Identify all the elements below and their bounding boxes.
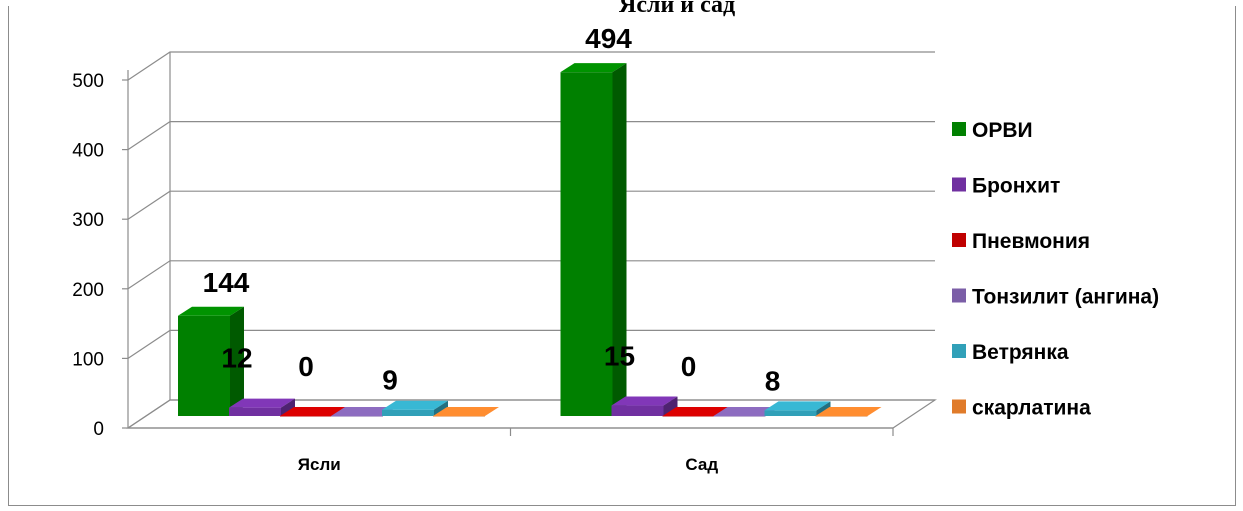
bar-0-1 bbox=[229, 398, 295, 416]
bar-top bbox=[662, 407, 729, 416]
legend-swatch bbox=[952, 122, 966, 136]
bar-1-3 bbox=[713, 407, 780, 417]
legend-swatch bbox=[952, 288, 966, 303]
legend-item: Бронхит bbox=[952, 175, 1060, 198]
y-tick-label: 200 bbox=[72, 280, 104, 301]
bar-side bbox=[230, 306, 244, 416]
bar-front bbox=[662, 416, 715, 417]
legend-item: Ветрянка bbox=[952, 341, 1069, 364]
bar-1-2 bbox=[662, 407, 729, 417]
legend-label: Бронхит bbox=[972, 175, 1060, 198]
legend-swatch bbox=[952, 344, 966, 358]
x-category-label: Ясли bbox=[298, 455, 341, 474]
bar-side bbox=[612, 63, 627, 417]
bar-top bbox=[560, 63, 627, 73]
bar-front bbox=[229, 407, 281, 416]
bar-0-2 bbox=[280, 407, 346, 417]
bar-1-5 bbox=[815, 407, 882, 417]
bar-side bbox=[816, 401, 831, 416]
bar-front bbox=[178, 315, 230, 416]
bar-top bbox=[713, 407, 780, 416]
y-tick-label: 100 bbox=[72, 349, 104, 370]
legend-label: скарлатина bbox=[972, 397, 1091, 420]
gridline bbox=[127, 51, 935, 81]
y-tick-label: 300 bbox=[72, 210, 104, 231]
data-label: 0 bbox=[298, 351, 314, 382]
bar-top bbox=[331, 407, 397, 416]
legend-item: Тонзилит (ангина) bbox=[952, 286, 1159, 309]
axes: 0 100 200 300 400 500 Ясли Сад bbox=[72, 70, 894, 474]
x-category-label: Сад bbox=[685, 455, 718, 474]
legend: ОРВИ Бронхит Пневмония Тонзилит (ангина) Вет… bbox=[952, 119, 1159, 420]
legend-label: Тонзилит (ангина) bbox=[972, 286, 1159, 309]
bar-top bbox=[815, 407, 882, 416]
bar-0-3 bbox=[331, 407, 397, 417]
chart-title-fragment: Ясли и сад bbox=[619, 0, 859, 18]
data-label: 8 bbox=[765, 365, 781, 396]
bar-front bbox=[280, 416, 332, 417]
bar-front bbox=[331, 416, 383, 417]
legend-label: Ветрянка bbox=[972, 341, 1069, 364]
bar-top bbox=[433, 407, 499, 416]
bar-front bbox=[560, 72, 613, 417]
bar-0-4 bbox=[382, 400, 448, 416]
data-label: 15 bbox=[604, 341, 635, 372]
legend-swatch bbox=[952, 177, 966, 192]
y-tick-label: 0 bbox=[93, 419, 104, 440]
legend-swatch bbox=[952, 233, 966, 247]
data-labels: 144 12 0 9 494 15 0 8 bbox=[203, 23, 781, 396]
chart-title-text: Ясли и сад bbox=[619, 0, 736, 18]
y-tick-label: 500 bbox=[72, 71, 104, 92]
legend-item: скарлатина bbox=[952, 397, 1091, 420]
y-tick-label: 400 bbox=[72, 141, 104, 162]
bar-front bbox=[764, 410, 817, 416]
data-label: 144 bbox=[203, 267, 250, 298]
data-label: 0 bbox=[681, 351, 697, 382]
bar-front bbox=[815, 416, 868, 417]
bar-side bbox=[434, 400, 448, 416]
legend-swatch bbox=[952, 399, 966, 414]
bar-top bbox=[229, 398, 295, 408]
bar-front bbox=[713, 416, 766, 417]
legend-label: Пневмония bbox=[972, 230, 1090, 253]
data-label: 9 bbox=[382, 365, 398, 396]
bar-1-1 bbox=[611, 396, 678, 416]
bar-front bbox=[611, 405, 664, 416]
bar-top bbox=[611, 396, 678, 406]
bar-front bbox=[382, 409, 434, 416]
gridlines bbox=[126, 51, 937, 429]
data-label: 494 bbox=[585, 23, 632, 54]
bar-1-0 bbox=[560, 63, 627, 417]
legend-item: Пневмония bbox=[952, 230, 1090, 253]
legend-item: ОРВИ bbox=[952, 119, 1033, 142]
bar-0-0 bbox=[178, 306, 244, 416]
bar-top bbox=[382, 400, 448, 410]
bars bbox=[178, 63, 882, 417]
gridline bbox=[127, 190, 935, 220]
bar-top bbox=[764, 401, 831, 411]
bar-0-5 bbox=[433, 407, 499, 417]
data-label: 12 bbox=[221, 343, 252, 374]
bar-side bbox=[663, 396, 678, 416]
bar-front bbox=[433, 416, 485, 417]
bar-1-4 bbox=[764, 401, 831, 416]
legend-label: ОРВИ bbox=[972, 119, 1033, 142]
bar-top bbox=[280, 407, 346, 416]
bar-side bbox=[281, 398, 295, 416]
bar-top bbox=[178, 306, 244, 316]
gridline bbox=[127, 121, 935, 151]
